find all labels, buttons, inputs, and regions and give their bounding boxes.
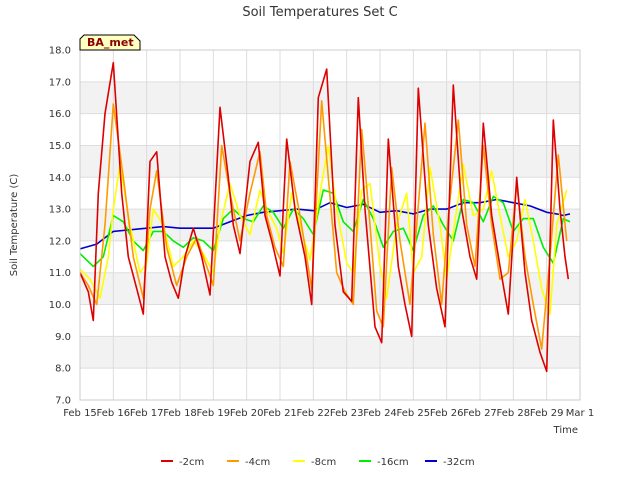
y-tick-label: 16.0 bbox=[49, 109, 71, 120]
grid-band bbox=[80, 336, 580, 369]
grid-band bbox=[80, 272, 580, 305]
y-tick-label: 13.0 bbox=[49, 205, 71, 216]
x-tick-label: Feb 24 bbox=[363, 408, 397, 419]
plot-background bbox=[80, 50, 580, 400]
x-tick-label: Feb 21 bbox=[263, 408, 297, 419]
x-tick-label: Feb 27 bbox=[463, 408, 497, 419]
badge-shape bbox=[79, 34, 141, 51]
y-tick-label: 11.0 bbox=[49, 268, 71, 279]
x-tick-label: Feb 15 bbox=[63, 408, 97, 419]
legend: -2cm -4cm -8cm -16cm -32cm bbox=[161, 457, 475, 468]
grid-band bbox=[80, 81, 580, 114]
plot-frame bbox=[79, 49, 581, 401]
x-tick-label: Feb 25 bbox=[397, 408, 431, 419]
y-axis-ticks: 7.0 8.0 9.0 10.0 11.0 12.0 13.0 14.0 15.0 16.0 17.… bbox=[49, 46, 71, 407]
badge-label: BA_met bbox=[87, 36, 134, 49]
legend-entry: -32cm bbox=[443, 457, 475, 468]
y-tick-label: 7.0 bbox=[55, 396, 71, 407]
x-tick-label: Feb 16 bbox=[97, 408, 131, 419]
station-badge: BA_met bbox=[79, 34, 141, 51]
x-axis-ticks: Feb 15 Feb 16 Feb 17 Feb 18 Feb 19 Feb 20 Feb … bbox=[63, 408, 594, 419]
legend-entry: -4cm bbox=[245, 457, 270, 468]
x-tick-label: Feb 22 bbox=[297, 408, 331, 419]
x-axis-label: Time bbox=[553, 425, 578, 436]
legend-entry: -16cm bbox=[377, 457, 409, 468]
x-tick-label: Feb 19 bbox=[197, 408, 231, 419]
y-tick-label: 18.0 bbox=[49, 46, 71, 57]
y-tick-label: 14.0 bbox=[49, 173, 71, 184]
legend-entry: -2cm bbox=[179, 457, 204, 468]
y-tick-label: 10.0 bbox=[49, 300, 71, 311]
series-line-minus-32cm bbox=[79, 198, 571, 250]
grid-band bbox=[80, 209, 580, 241]
chart-title: Soil Temperatures Set C bbox=[242, 5, 397, 20]
legend-entry: -8cm bbox=[311, 457, 336, 468]
x-tick-label: Feb 29 bbox=[530, 408, 564, 419]
x-tick-label: Feb 26 bbox=[430, 408, 464, 419]
x-tick-label: Feb 17 bbox=[130, 408, 164, 419]
x-tick-label: Mar 1 bbox=[566, 408, 594, 419]
y-tick-label: 12.0 bbox=[49, 236, 71, 247]
x-tick-label: Feb 18 bbox=[163, 408, 197, 419]
series-line-minus-2cm bbox=[79, 61, 570, 373]
x-tick-label: Feb 23 bbox=[330, 408, 364, 419]
x-tick-label: Feb 28 bbox=[497, 408, 531, 419]
y-tick-label: 9.0 bbox=[55, 332, 71, 343]
series-layer bbox=[79, 61, 571, 373]
x-tick-label: Feb 20 bbox=[230, 408, 264, 419]
y-tick-label: 17.0 bbox=[49, 77, 71, 88]
y-axis-label: Soil Temperature (C) bbox=[9, 174, 20, 277]
y-tick-label: 8.0 bbox=[55, 364, 71, 375]
y-tick-label: 15.0 bbox=[49, 141, 71, 152]
